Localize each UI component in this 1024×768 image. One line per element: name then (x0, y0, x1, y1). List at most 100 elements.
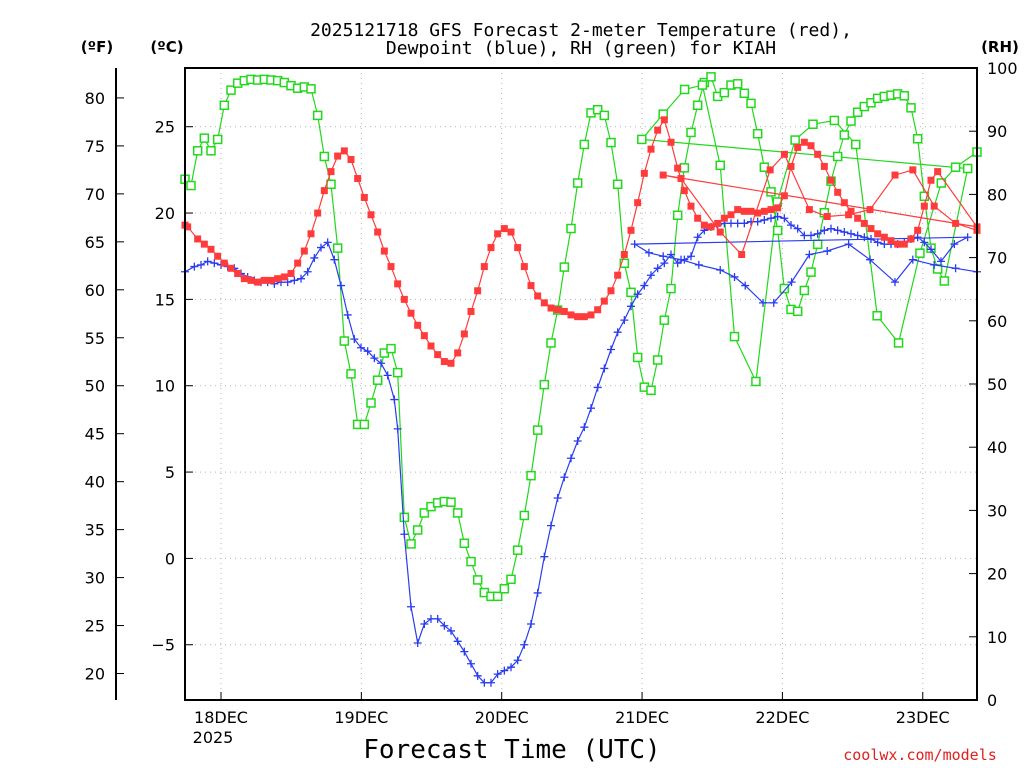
rh-point (466, 556, 476, 567)
rh-point (808, 119, 818, 129)
dewpoint-point (930, 260, 939, 269)
rh-point (792, 306, 803, 317)
dewpoint-point (716, 266, 725, 275)
temperature-point (374, 228, 382, 236)
fahrenheit-tick-label: 80 (85, 89, 105, 108)
rh-point (672, 210, 683, 221)
rh-point (192, 146, 203, 156)
dewpoint-point (937, 257, 945, 266)
dewpoint-point (383, 371, 392, 380)
rh-point (839, 130, 850, 140)
rh-point (626, 287, 636, 298)
gridlines (185, 68, 977, 700)
temperature-point (767, 206, 775, 214)
temperature-point (738, 250, 746, 258)
temperature-point (360, 194, 368, 202)
dewpoint-point (908, 255, 917, 264)
dewpoint-point (847, 229, 855, 238)
fahrenheit-tick-label: 65 (85, 233, 105, 252)
time-tick-label: 21DEC (615, 708, 669, 727)
rh-point (572, 178, 583, 188)
dewpoint-point (659, 252, 668, 261)
temperature-point (200, 240, 208, 248)
rh-point (219, 100, 230, 111)
dewpoint-point (760, 215, 769, 224)
temperature-point (447, 359, 455, 367)
temperature-point (854, 214, 862, 222)
dewpoint-point (620, 316, 629, 325)
temperature-point (891, 171, 899, 179)
chart-title-line1: 2025121718 GFS Forecast 2-meter Temperat… (310, 20, 852, 41)
temperature-point (660, 116, 668, 124)
temperature-point (334, 152, 342, 160)
temperature-point (714, 219, 722, 227)
rh-point (679, 163, 690, 173)
rh-point (659, 315, 670, 325)
rh-tick-label: 0 (987, 691, 997, 710)
dewpoint-point (890, 278, 899, 287)
fahrenheit-tick-label: 25 (85, 617, 105, 636)
dewpoint-point (627, 302, 635, 311)
temperature-point (394, 280, 402, 288)
rh-point (212, 134, 223, 145)
temperature-point (934, 168, 942, 176)
temperature-point (820, 162, 828, 170)
dewpoint-point (407, 602, 415, 611)
x-axis-label: Forecast Time (UTC) (363, 735, 660, 765)
temperature-point (827, 176, 835, 184)
temperature-point (260, 276, 268, 284)
fahrenheit-tick-label: 70 (85, 185, 105, 204)
dewpoint-point (493, 670, 502, 679)
temperature-point (387, 263, 395, 271)
dewpoint-point (587, 404, 595, 413)
temperature-point (834, 188, 842, 196)
temperature-point (554, 306, 562, 314)
dewpoint-point (377, 359, 385, 368)
temperature-point (247, 276, 255, 284)
rh-point (772, 225, 783, 236)
rh-point (779, 283, 790, 294)
temperature-point (340, 147, 348, 155)
time-tick-label: 22DEC (755, 708, 809, 727)
dewpoint-point (560, 473, 569, 482)
rh-point (186, 180, 196, 191)
temperature-point (614, 271, 622, 279)
temperature-point (474, 287, 482, 295)
fahrenheit-tick-label: 20 (85, 665, 105, 684)
dewpoint-point (350, 335, 359, 344)
time-tick-label: 19DEC (334, 708, 388, 727)
series-line-temperature (184, 118, 979, 364)
dewpoint-point (480, 678, 489, 687)
temperature-point (400, 295, 408, 303)
temperature-point (720, 214, 728, 222)
rh-point (799, 285, 810, 296)
dewpoint-point (805, 250, 814, 259)
dewpoint-point (741, 281, 750, 290)
dewpoint-point (567, 454, 575, 463)
rh-point (729, 331, 740, 342)
temperature-point (823, 213, 831, 221)
temperature-point (267, 276, 275, 284)
dewpoint-point (533, 588, 542, 597)
rh-point (697, 80, 708, 90)
dewpoint-point (330, 255, 339, 264)
dewpoint-point (630, 240, 639, 249)
dewpoint-point (820, 226, 829, 235)
fahrenheit-tick-label: 55 (85, 329, 105, 348)
dewpoint-point (753, 217, 762, 226)
dewpoint-point (197, 260, 205, 269)
rh-point (790, 135, 800, 145)
rh-point (872, 310, 882, 321)
rh-point (226, 85, 236, 95)
celsius-unit-label: (ºC) (150, 38, 183, 56)
rh-point (912, 134, 923, 144)
rh-point (452, 508, 463, 518)
dewpoint-point (337, 281, 345, 290)
dewpoint-point (866, 255, 875, 264)
series-rh (180, 72, 982, 602)
temperature-point (467, 307, 475, 315)
dewpoint-point (507, 663, 515, 672)
rh-point (732, 79, 743, 89)
temperature-point (634, 199, 642, 207)
rh-point (312, 110, 323, 121)
